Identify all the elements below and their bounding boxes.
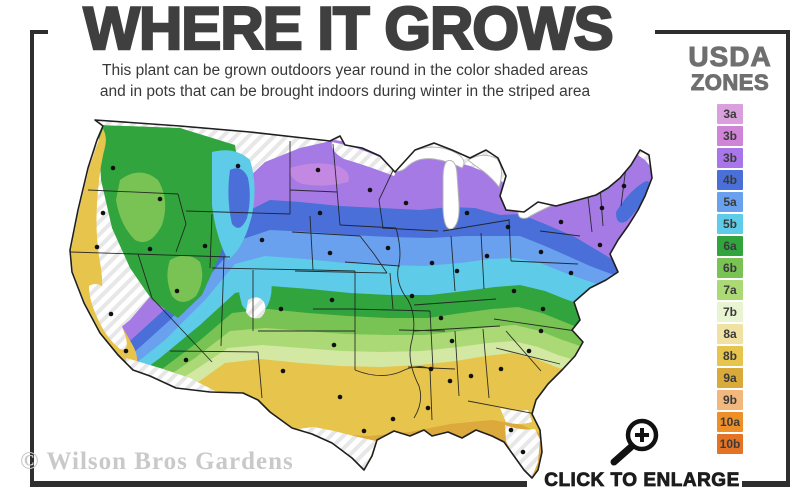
legend-swatch-3a: 3a: [717, 104, 743, 124]
usda-zone-map[interactable]: [40, 108, 670, 493]
legend-swatch-9a: 9a: [717, 368, 743, 388]
pacific-coast-gold-strip: [71, 120, 106, 316]
striped-region-south-texas: [297, 427, 376, 470]
frame-bottom-right-segment: [742, 481, 790, 487]
us-map-svg: [69, 119, 653, 479]
northwest-medgreen-patch-1: [116, 172, 166, 243]
legend-swatch-7a: 7a: [717, 280, 743, 300]
legend-swatch-3b: 3b: [717, 148, 743, 168]
striped-region-california-valley: [89, 283, 127, 350]
legend-swatch-7b: 7b: [717, 302, 743, 322]
lake-michigan: [442, 160, 460, 230]
purple-light-patch-east: [560, 152, 617, 178]
frame-top-left-segment: [30, 30, 48, 34]
legend-swatch-9b: 9b: [717, 390, 743, 410]
frame-right-bar: [786, 30, 790, 487]
us-outline: [69, 119, 653, 479]
watermark: © Wilson Bros Gardens: [20, 448, 294, 475]
purple-light-patch-west: [289, 163, 349, 186]
page-subtitle: This plant can be grown outdoors year ro…: [30, 60, 660, 102]
page-title: WHERE IT GROWS: [82, 0, 615, 63]
frame-top-right-segment: [655, 30, 790, 34]
legend-heading-zones: ZONES: [690, 70, 770, 96]
legend-swatch-10b: 10b: [717, 434, 743, 454]
frame-left-bar: [30, 30, 34, 487]
legend-heading-usda: USDA: [688, 41, 772, 72]
legend-swatch-6a: 6a: [717, 236, 743, 256]
legend-heading: USDA ZONES: [668, 41, 792, 96]
legend-swatch-10a: 10a: [717, 412, 743, 432]
lake-huron: [467, 154, 503, 189]
subtitle-line-1: This plant can be grown outdoors year ro…: [102, 62, 588, 79]
city-dots: [94, 163, 627, 455]
legend-swatch-8b: 8b: [717, 346, 743, 366]
state-borders: [70, 141, 627, 421]
legend-swatch-5a: 5a: [717, 192, 743, 212]
maine-coast-blue-patch: [616, 181, 650, 223]
legend-swatch-6b: 6b: [717, 258, 743, 278]
click-to-enlarge-button[interactable]: CLICK TO ENLARGE: [544, 470, 740, 492]
zone-legend: 3a 3b 3b 4b 5a 5b 6a 6b 7a 7b 8a 8b 9a 9b 10a 10b: [717, 104, 743, 456]
legend-swatch-4b: 4b: [717, 170, 743, 190]
subtitle-line-2: and in pots that can be brought indoors …: [99, 83, 591, 100]
legend-swatch-8a: 8a: [717, 324, 743, 344]
frame-bottom-left-segment: [30, 481, 527, 487]
west-region-patches: [71, 120, 272, 405]
rockies-striped-spot: [246, 297, 266, 319]
magnifier-plus-icon[interactable]: [600, 412, 664, 472]
legend-swatch-3b: 3b: [717, 126, 743, 146]
striped-region-north-minnesota: [331, 142, 396, 176]
legend-swatch-5b: 5b: [717, 214, 743, 234]
north-rockies-blue-patch: [228, 168, 250, 228]
